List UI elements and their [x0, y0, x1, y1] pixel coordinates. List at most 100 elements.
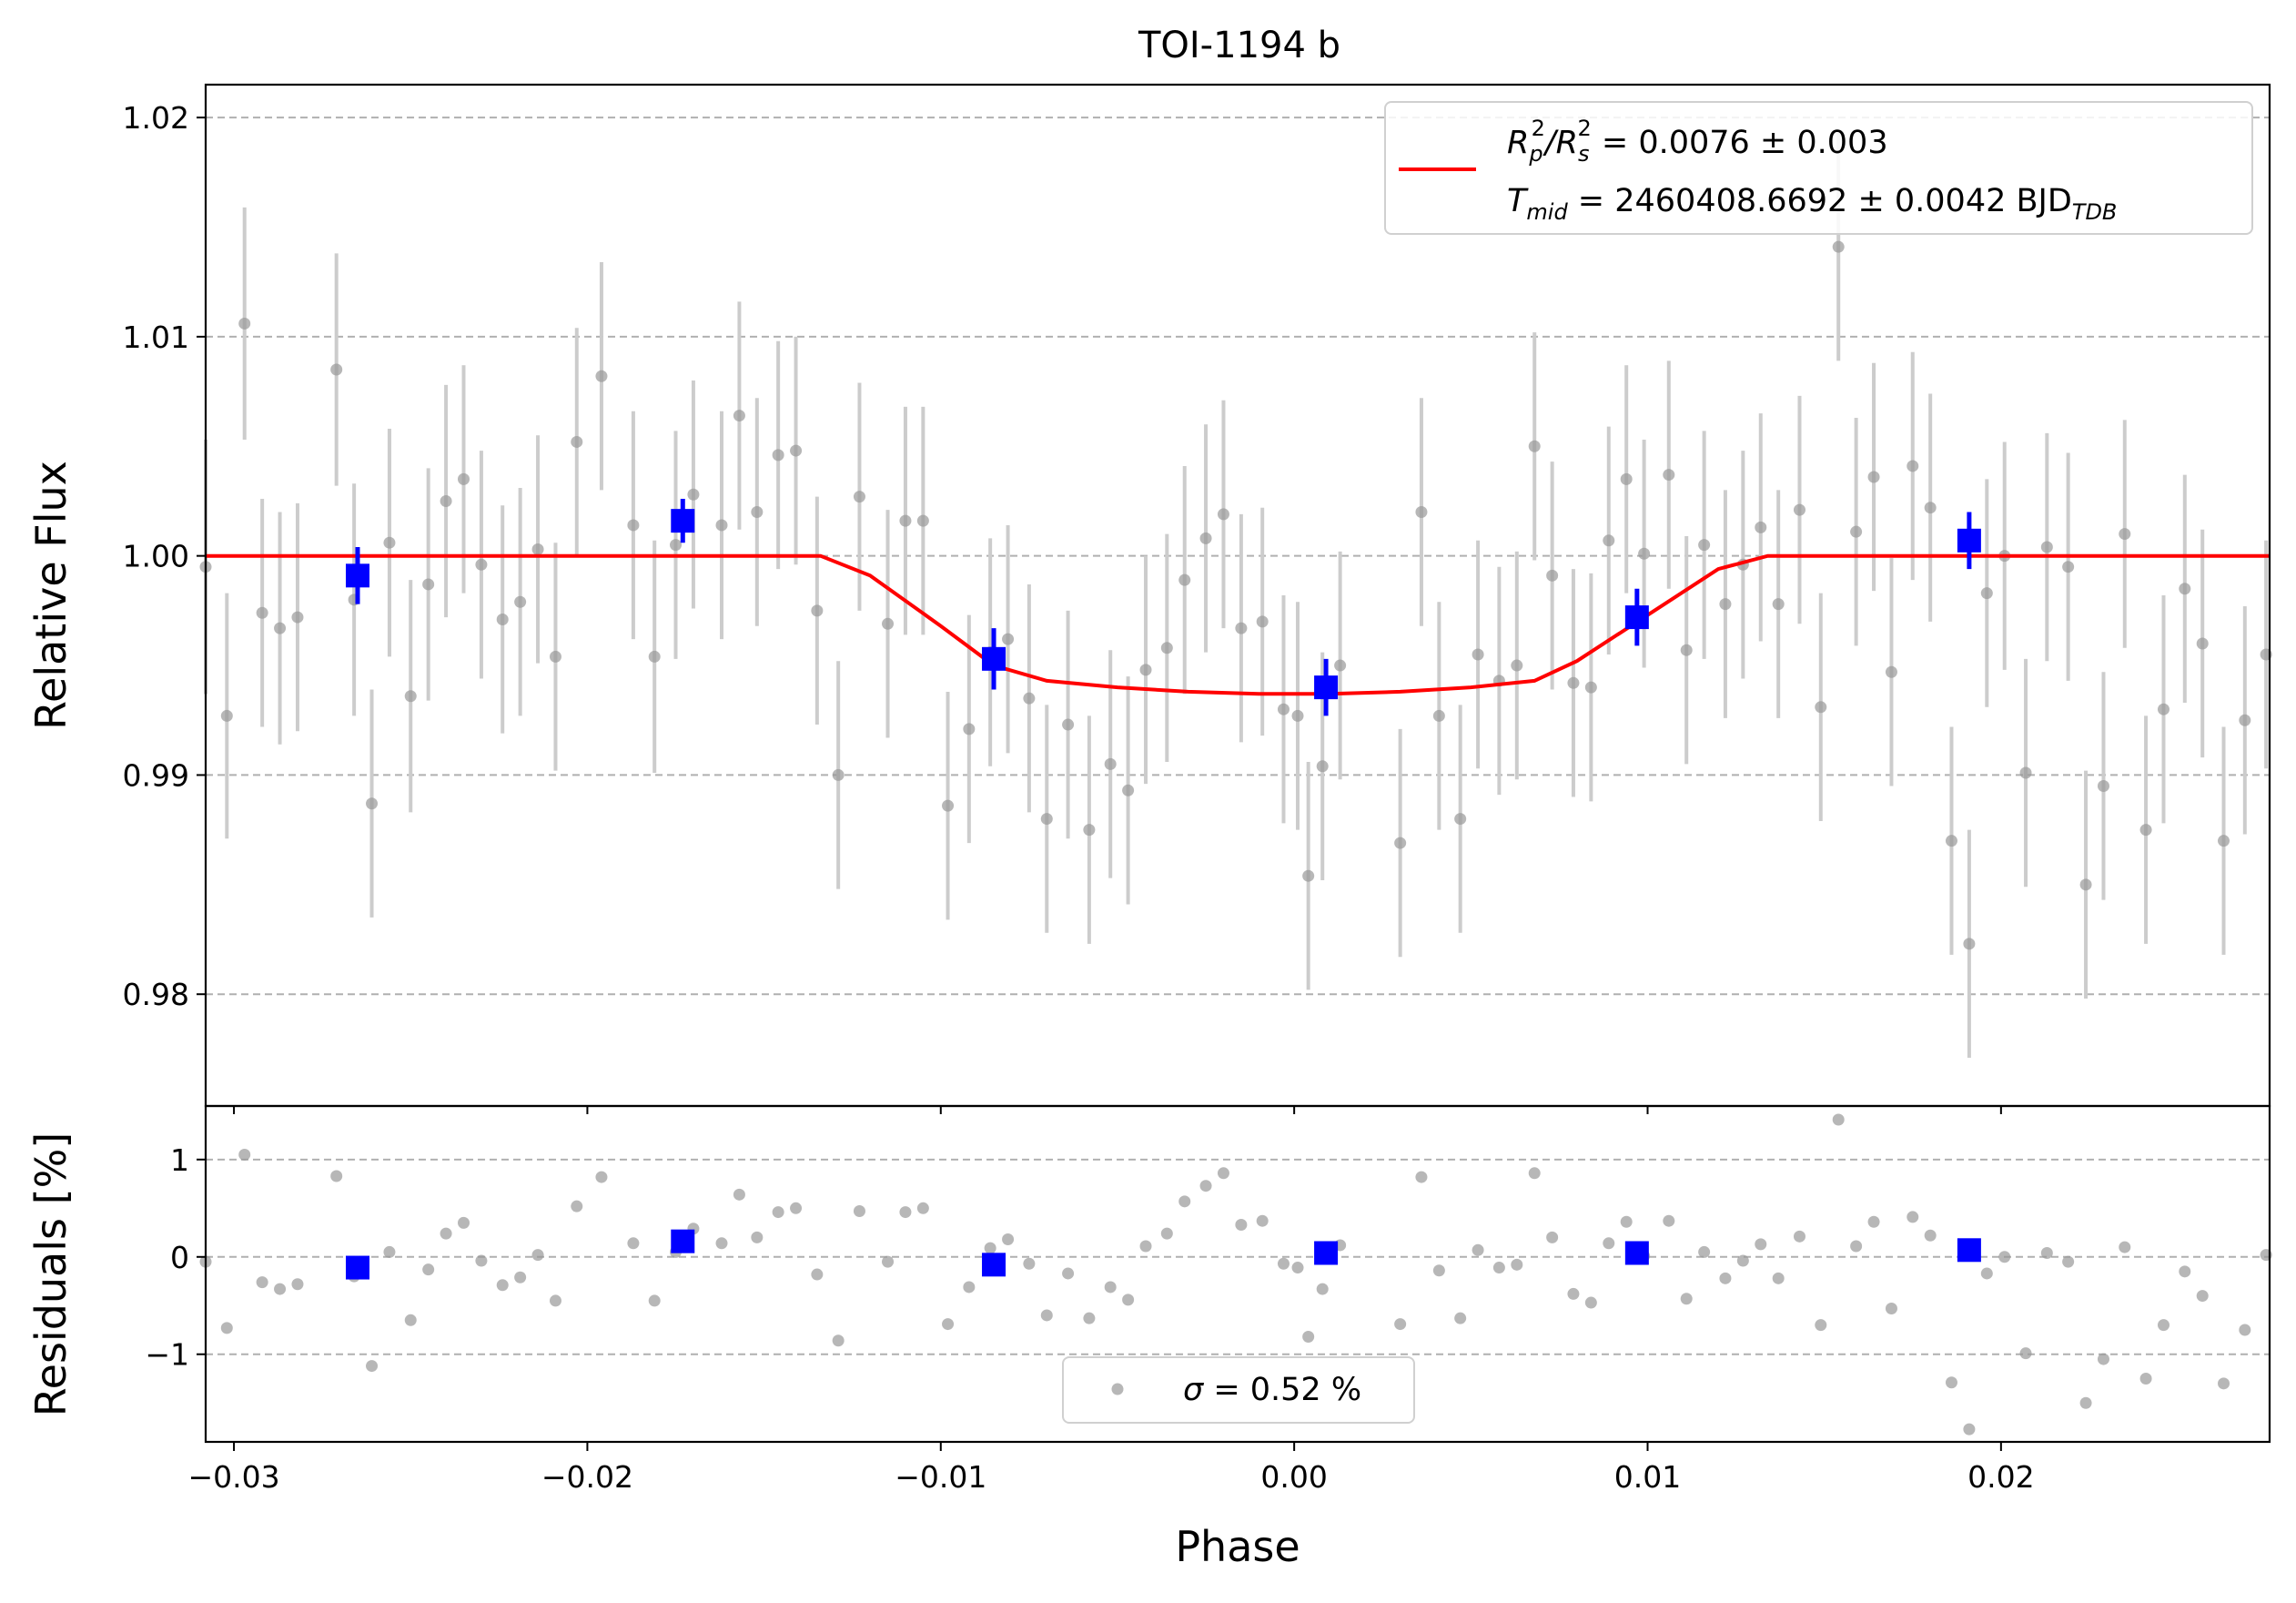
residual-raw-point: [942, 1318, 955, 1331]
x-tick-label: 0.01: [1614, 1459, 1681, 1495]
x-tick-label: 0.02: [1967, 1459, 2034, 1495]
residual-raw-point: [238, 1148, 251, 1161]
residual-raw-point: [648, 1294, 661, 1307]
raw-point: [627, 519, 640, 532]
residual-raw-point: [1755, 1238, 1767, 1251]
raw-point: [1638, 547, 1651, 560]
residual-raw-point: [1256, 1214, 1269, 1227]
residual-raw-point: [1316, 1283, 1329, 1295]
residual-raw-point: [1736, 1254, 1749, 1267]
residual-raw-point: [1002, 1233, 1015, 1246]
raw-point: [440, 494, 452, 507]
raw-point: [1083, 824, 1096, 837]
raw-point: [2239, 714, 2251, 726]
legend-entry-depth: Rp2/Rs2 = 0.0076 ± 0.003: [1507, 116, 1888, 167]
raw-point: [1002, 633, 1015, 645]
raw-point: [496, 613, 509, 625]
raw-point: [670, 539, 683, 552]
residual-raw-point: [1199, 1180, 1212, 1192]
residual-raw-point: [549, 1294, 561, 1307]
raw-point: [853, 491, 865, 503]
raw-point: [942, 799, 955, 812]
residual-raw-point: [1698, 1245, 1711, 1258]
chart-title: TOI-1194 b: [1138, 25, 1340, 66]
residual-raw-point: [2157, 1319, 2170, 1332]
residual-legend-box: [1062, 1356, 1415, 1424]
legend-depth-r: R: [1507, 125, 1529, 161]
raw-point: [899, 514, 912, 527]
residual-raw-point: [2079, 1396, 2092, 1409]
raw-point: [1160, 642, 1173, 654]
main-y-axis-label: Relative Flux: [26, 461, 76, 730]
residual-raw-point: [1584, 1296, 1597, 1309]
raw-point: [2097, 779, 2109, 792]
residual-raw-point: [274, 1283, 287, 1295]
raw-point: [1256, 615, 1269, 628]
residual-raw-point: [1815, 1319, 1827, 1332]
raw-point: [963, 723, 976, 736]
residual-binned-point: [1314, 1241, 1339, 1265]
raw-point: [1528, 440, 1541, 452]
residual-raw-point: [733, 1188, 745, 1201]
residual-legend-sigma: σ: [1183, 1372, 1205, 1408]
main-binned-points: [345, 499, 1981, 716]
residual-raw-point: [1907, 1211, 1919, 1223]
residual-x-ticks: −0.03 −0.02 −0.01 0.00 0.01 0.02: [187, 1442, 2035, 1495]
residual-legend-marker: [1111, 1383, 1124, 1395]
raw-point: [811, 604, 824, 617]
residual-raw-point: [383, 1245, 396, 1258]
raw-point: [1755, 521, 1767, 533]
residual-raw-point: [1432, 1264, 1445, 1277]
raw-point: [531, 543, 544, 555]
residual-raw-point: [2119, 1241, 2131, 1253]
residual-raw-point: [291, 1278, 304, 1291]
residual-binned-point: [982, 1253, 1006, 1277]
residual-raw-point: [220, 1322, 233, 1334]
residual-y-axis-label: Residuals [%]: [26, 1132, 76, 1416]
residual-raw-point: [440, 1227, 452, 1240]
residual-raw-point: [1302, 1330, 1315, 1343]
raw-point: [1178, 573, 1191, 586]
raw-point: [1104, 757, 1117, 770]
raw-point: [571, 435, 583, 448]
raw-point: [1217, 508, 1229, 521]
raw-point: [1316, 760, 1329, 773]
residual-raw-point: [715, 1237, 728, 1250]
raw-point: [404, 690, 417, 703]
residual-raw-point: [2097, 1353, 2109, 1365]
residual-raw-point: [1603, 1237, 1615, 1250]
raw-point: [514, 595, 527, 608]
residual-raw-point: [1083, 1312, 1096, 1324]
raw-point: [1850, 525, 1863, 538]
raw-point: [2218, 835, 2230, 847]
raw-point: [366, 797, 379, 810]
raw-point: [2119, 528, 2131, 541]
binned-point: [1624, 605, 1649, 630]
main-y-tick-label: 1.00: [123, 539, 189, 574]
main-raw-points: [199, 240, 2272, 950]
raw-point: [2196, 637, 2209, 650]
residual-raw-point: [531, 1249, 544, 1262]
raw-point: [1302, 869, 1315, 882]
residual-raw-point: [790, 1202, 803, 1214]
residual-binned-points: [345, 1229, 1981, 1280]
raw-point: [715, 519, 728, 532]
legend-depth-sub-p: p: [1528, 141, 1542, 167]
raw-point: [1511, 659, 1523, 672]
raw-point: [733, 410, 745, 422]
residual-raw-point: [1793, 1230, 1805, 1243]
residual-raw-point: [984, 1242, 996, 1254]
raw-point: [1815, 701, 1827, 714]
raw-point: [1663, 469, 1675, 482]
raw-point: [220, 709, 233, 722]
raw-point: [1199, 532, 1212, 544]
residual-raw-point: [1980, 1267, 1993, 1280]
residual-raw-point: [330, 1170, 343, 1182]
main-legend: Rp2/Rs2 = 0.0076 ± 0.003 Tmid = 2460408.…: [1384, 101, 2253, 235]
residual-raw-point: [1472, 1243, 1484, 1256]
residual-raw-point: [1719, 1272, 1732, 1284]
residual-legend: σ = 0.52 %: [1062, 1356, 1415, 1424]
residual-raw-point: [2062, 1255, 2075, 1268]
residual-raw-point: [1394, 1318, 1407, 1331]
